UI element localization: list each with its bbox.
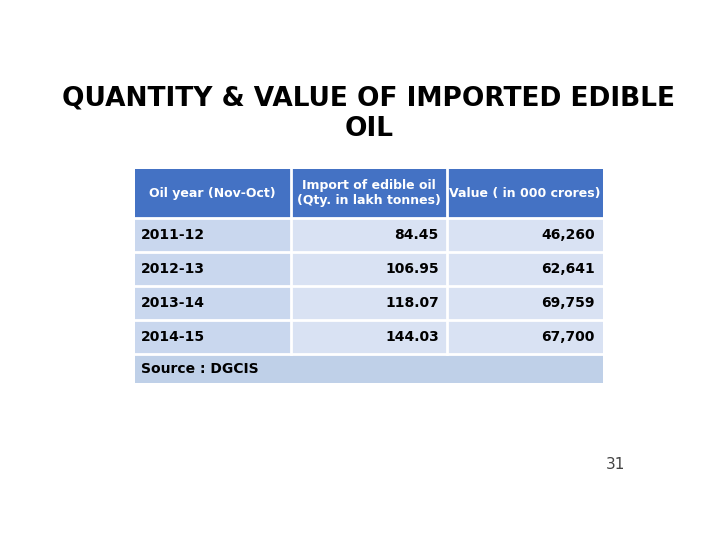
Text: 118.07: 118.07 bbox=[385, 296, 438, 310]
Text: 46,260: 46,260 bbox=[541, 228, 595, 242]
FancyBboxPatch shape bbox=[291, 320, 447, 354]
FancyBboxPatch shape bbox=[291, 252, 447, 286]
Text: 69,759: 69,759 bbox=[541, 296, 595, 310]
Text: 62,641: 62,641 bbox=[541, 262, 595, 276]
Text: 2011-12: 2011-12 bbox=[141, 228, 205, 242]
FancyBboxPatch shape bbox=[135, 218, 291, 252]
Text: 2013-14: 2013-14 bbox=[141, 296, 205, 310]
FancyBboxPatch shape bbox=[447, 252, 603, 286]
FancyBboxPatch shape bbox=[135, 286, 291, 320]
Text: Source : DGCIS: Source : DGCIS bbox=[141, 362, 259, 376]
Text: 84.45: 84.45 bbox=[395, 228, 438, 242]
Text: 31: 31 bbox=[606, 457, 626, 472]
FancyBboxPatch shape bbox=[447, 320, 603, 354]
FancyBboxPatch shape bbox=[447, 286, 603, 320]
Text: 106.95: 106.95 bbox=[385, 262, 438, 276]
Text: 144.03: 144.03 bbox=[385, 330, 438, 344]
Text: QUANTITY & VALUE OF IMPORTED EDIBLE
OIL: QUANTITY & VALUE OF IMPORTED EDIBLE OIL bbox=[63, 85, 675, 141]
Text: Oil year (Nov-Oct): Oil year (Nov-Oct) bbox=[150, 187, 276, 200]
FancyBboxPatch shape bbox=[291, 286, 447, 320]
FancyBboxPatch shape bbox=[135, 354, 603, 383]
Text: 67,700: 67,700 bbox=[541, 330, 595, 344]
FancyBboxPatch shape bbox=[447, 218, 603, 252]
FancyBboxPatch shape bbox=[135, 320, 291, 354]
Text: 2012-13: 2012-13 bbox=[141, 262, 205, 276]
Text: Import of edible oil
(Qty. in lakh tonnes): Import of edible oil (Qty. in lakh tonne… bbox=[297, 179, 441, 207]
Text: 2014-15: 2014-15 bbox=[141, 330, 205, 344]
FancyBboxPatch shape bbox=[135, 252, 291, 286]
FancyBboxPatch shape bbox=[135, 168, 603, 218]
Text: Value ( in 000 crores): Value ( in 000 crores) bbox=[449, 187, 601, 200]
FancyBboxPatch shape bbox=[291, 218, 447, 252]
